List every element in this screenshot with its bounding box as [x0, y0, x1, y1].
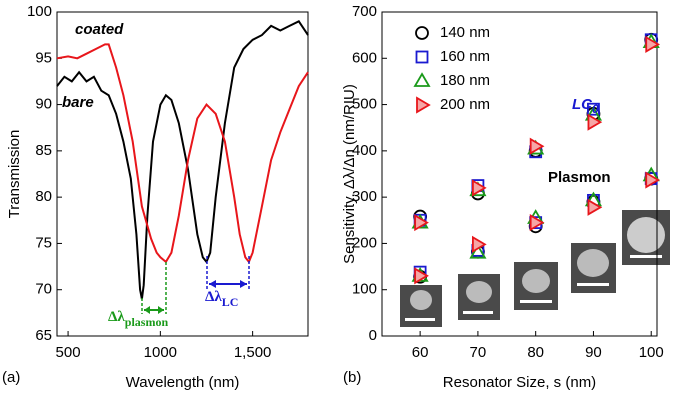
legend-label: 140 nm	[440, 24, 490, 41]
sem-image	[522, 269, 550, 293]
data-line	[56, 43, 309, 264]
y-tick-label: 85	[35, 142, 52, 159]
annotation: ΔλLC	[205, 289, 238, 308]
marker	[587, 198, 603, 216]
annotation-text: LC	[572, 96, 593, 113]
x-tick-label: 90	[585, 344, 602, 361]
legend-marker	[415, 50, 429, 64]
y-tick-label: 100	[352, 281, 377, 298]
marker	[645, 35, 661, 53]
scale-bar	[577, 283, 609, 286]
scale-bar	[463, 311, 493, 314]
legend-marker	[416, 96, 431, 114]
x-tick-label: 80	[527, 344, 544, 361]
y-tick-label: 95	[35, 49, 52, 66]
marker	[472, 235, 487, 253]
annotation-subscript: LC	[222, 295, 239, 309]
y-tick-label: 600	[352, 49, 377, 66]
sem-image	[627, 217, 665, 253]
y-tick-label: 700	[352, 3, 377, 20]
panel-label: (a)	[2, 369, 20, 386]
marker	[529, 137, 545, 155]
y-tick-label: 65	[35, 327, 52, 344]
marker	[414, 214, 429, 232]
marker	[414, 267, 429, 285]
y-tick-label: 90	[35, 96, 52, 113]
legend-label: 160 nm	[440, 48, 490, 65]
annotation-subscript: plasmon	[125, 315, 169, 329]
y-tick-label: 75	[35, 234, 52, 251]
y-tick-label: 80	[35, 188, 52, 205]
scale-bar	[630, 255, 662, 258]
marker	[472, 179, 487, 197]
x-tick-label: 500	[56, 344, 81, 361]
x-axis-label: Resonator Size, s (nm)	[443, 374, 596, 391]
x-tick-label: 1000	[144, 344, 177, 361]
panel-label: (b)	[343, 369, 361, 386]
sem-image	[410, 290, 432, 310]
marker	[529, 214, 545, 232]
marker	[587, 102, 600, 116]
arrow-head	[144, 306, 164, 314]
y-tick-label: 100	[27, 3, 52, 20]
plot-frame	[56, 11, 309, 337]
y-tick-label: 0	[369, 327, 377, 344]
scale-bar	[520, 300, 552, 303]
annotation: coated	[75, 21, 124, 38]
x-tick-label: 60	[412, 344, 429, 361]
annotation-text: Δλ	[108, 309, 125, 325]
sem-image	[466, 281, 492, 303]
y-axis-label: Transmission	[6, 130, 23, 219]
annotation: LC0	[572, 96, 599, 116]
sem-insets	[400, 210, 670, 327]
scale-bar	[405, 318, 435, 321]
annotation: Δλplasmon	[108, 309, 168, 328]
legend-label: 180 nm	[440, 72, 490, 89]
y-tick-label: 400	[352, 142, 377, 159]
sem-image	[577, 249, 609, 277]
marker	[645, 171, 661, 189]
y-tick-label: 200	[352, 234, 377, 251]
marker	[587, 113, 603, 131]
x-tick-label: 70	[470, 344, 487, 361]
y-axis-label: Sensitivity, Δλ/Δn (nm/RIU)	[341, 84, 358, 264]
annotation-text: Δλ	[205, 289, 222, 305]
x-axis-label: Wavelength (nm)	[126, 374, 240, 391]
data-line	[56, 20, 309, 300]
y-tick-label: 300	[352, 188, 377, 205]
legend-marker	[413, 72, 431, 87]
legend-label: 200 nm	[440, 96, 490, 113]
annotation-subscript: 0	[592, 102, 599, 116]
annotation: bare	[62, 94, 94, 111]
legend-marker	[415, 26, 429, 40]
x-tick-label: 100	[639, 344, 664, 361]
marker	[469, 243, 487, 259]
x-tick-label: 1,500	[234, 344, 272, 361]
annotation: Plasmon	[548, 169, 611, 186]
y-tick-label: 500	[352, 96, 377, 113]
y-tick-label: 70	[35, 281, 52, 298]
